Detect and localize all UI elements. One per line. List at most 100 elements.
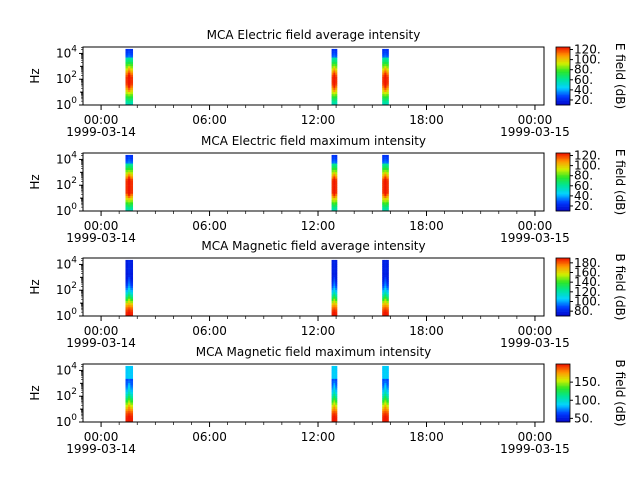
spectrogram-cell [333,182,336,186]
spectrogram-cell [125,393,129,397]
spectrogram-cell [130,413,134,416]
spectrogram-cell [382,268,385,272]
colorbar-segment [556,395,570,398]
spectrogram-cell [384,87,387,91]
spectrogram-cell [335,204,338,207]
colorbar-segment [556,182,570,184]
spectrogram-cell [382,189,385,192]
spectrogram-cell [333,402,336,406]
spectrogram-cell [386,402,389,406]
spectrogram-cell [331,370,334,373]
spectrogram-cell [331,287,334,291]
spectrogram-cell [386,311,389,315]
spectrogram-cell [384,178,387,182]
spectrogram-cell [335,365,338,369]
spectrogram-cell [386,51,389,54]
spectrogram-cell [384,59,387,63]
spectrogram-cell [130,262,134,265]
panel-title: MCA Magnetic field average intensity [201,239,425,253]
colorbar-segment [556,420,570,423]
spectrogram-cell [386,57,389,61]
colorbar-segment [556,48,570,51]
spectrogram-cell [127,100,131,104]
spectrogram-cell [125,98,129,101]
y-tick-label: 104 [56,361,77,377]
spectrogram-cell [130,313,134,317]
colorbar-segment [556,379,570,382]
spectrogram-cell [333,76,336,80]
spectrogram-cell [386,161,389,164]
y-tick-label: 104 [56,255,77,271]
colorbar-segment [556,416,570,418]
colorbar-segment [556,281,570,283]
spectrogram-cell [127,165,131,169]
spectrogram-cell [125,300,129,304]
spectrogram-cell [130,161,134,164]
data-burst [125,259,134,317]
spectrogram-cell [130,417,134,421]
spectrogram-cell [130,303,134,306]
colorbar: 80.100.120.140.160.180. B field (dB) [555,254,627,321]
spectrogram-cell [127,159,131,162]
spectrogram-cell [331,376,334,380]
spectrogram-cell [386,193,389,197]
spectrogram-cell [384,161,387,164]
spectrogram-cell [382,279,385,282]
x-tick-label: 06:00 [192,219,227,233]
colorbar-segment [556,67,570,70]
spectrogram-cell [335,419,338,423]
spectrogram-cell [382,300,385,304]
colorbar-segment [556,279,570,282]
spectrogram-cell [335,281,338,284]
spectrogram-cell [130,381,134,384]
spectrogram-cell [331,48,334,52]
colorbar-segment [556,49,570,52]
spectrogram-cell [125,70,129,73]
spectrogram-cell [386,94,389,97]
spectrogram-cell [386,74,389,78]
spectrogram-cell [333,415,336,418]
spectrogram-cell [331,195,334,199]
spectrogram-cell [331,55,334,58]
spectrogram-cell [384,409,387,412]
spectrogram-cell [333,368,336,371]
spectrogram-cell [335,191,338,195]
colorbar-segment [556,60,570,62]
spectrogram-cell [335,283,338,287]
spectrogram-cell [127,290,131,293]
colorbar-segment [556,300,570,302]
spectrogram-cell [331,191,334,195]
spectrogram-cell [386,307,389,310]
spectrogram-cell [335,172,338,175]
spectrogram-cell [333,202,336,205]
spectrogram-cell [125,55,129,58]
spectrogram-panel: MCA Magnetic field maximum intensity1001… [28,345,627,456]
spectrogram-cell [382,419,385,423]
spectrogram-cell [331,307,334,310]
colorbar-label: B field (dB) [613,254,627,321]
spectrogram-cell [331,406,334,410]
spectrogram-cell [335,292,338,295]
colorbar-segment [556,84,570,87]
data-burst [382,259,389,317]
spectrogram-cell [130,94,134,97]
spectrogram-cell [130,406,134,410]
spectrogram-cell [386,180,389,184]
spectrogram-cell [335,313,338,317]
spectrogram-cell [127,298,131,302]
spectrogram-cell [127,70,131,73]
spectrogram-cell [382,311,385,315]
spectrogram-cell [333,365,336,369]
spectrogram-cell [384,170,387,173]
spectrogram-cell [382,381,385,384]
spectrogram-cell [384,292,387,295]
spectrogram-cell [125,165,129,169]
spectrogram-cell [384,198,387,201]
spectrogram-cell [127,48,131,52]
colorbar-segment [556,285,570,288]
spectrogram-cell [130,180,134,184]
spectrogram-cell [382,92,385,95]
spectrogram-cell [331,381,334,384]
spectrogram-cell [125,259,129,263]
